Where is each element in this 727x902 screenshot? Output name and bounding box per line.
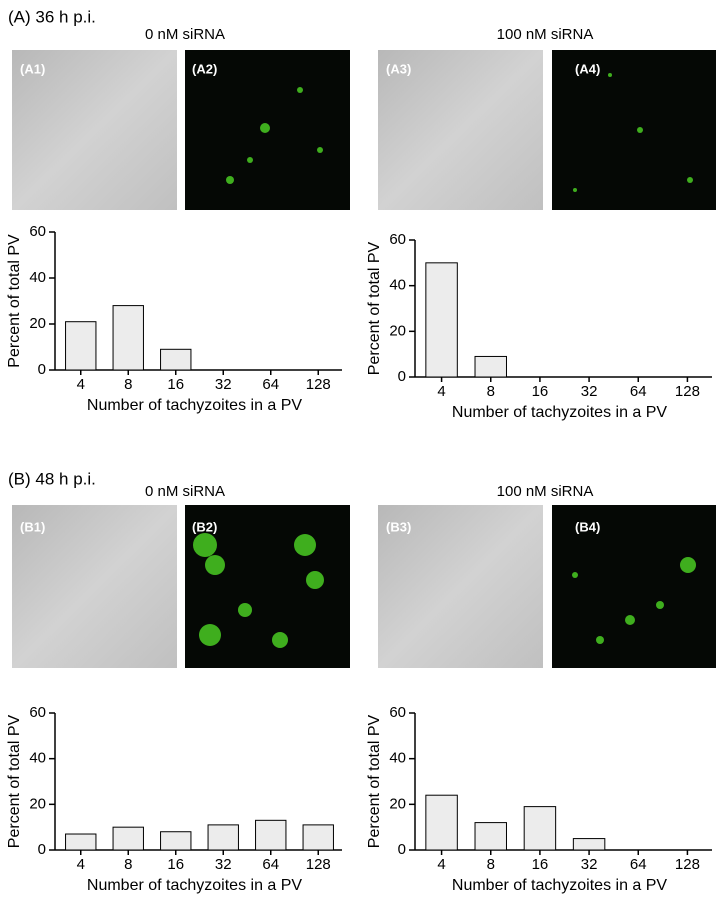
x-tick-label: 128	[306, 376, 331, 393]
x-tick-label: 32	[581, 383, 598, 400]
x-tick-label: 16	[532, 856, 549, 873]
image-label: (A4)	[575, 61, 600, 76]
y-tick-label: 20	[29, 315, 46, 332]
x-tick-label: 4	[77, 856, 85, 873]
chart-title: 0 nM siRNA	[145, 26, 225, 43]
y-tick-label: 0	[398, 841, 406, 858]
y-tick-label: 60	[389, 231, 406, 248]
image-label: (A1)	[20, 61, 45, 76]
bar	[425, 794, 458, 851]
panel-label: (A) 36 h p.i.	[8, 7, 96, 26]
brightfield-image	[12, 50, 177, 210]
fluorescence-image	[552, 505, 716, 668]
x-axis-label: Number of tachyzoites in a PV	[452, 404, 668, 421]
y-tick-label: 40	[389, 750, 406, 767]
fluorescence-image	[552, 50, 716, 210]
y-tick-label: 60	[29, 704, 46, 721]
x-tick-label: 64	[630, 856, 647, 873]
image-label: (B2)	[192, 519, 217, 534]
x-tick-label: 16	[532, 383, 549, 400]
image-label: (B1)	[20, 519, 45, 534]
y-tick-label: 40	[389, 277, 406, 294]
x-tick-label: 8	[124, 376, 132, 393]
y-tick-label: 20	[389, 795, 406, 812]
x-tick-label: 8	[487, 856, 495, 873]
x-tick-label: 16	[167, 376, 184, 393]
bar	[474, 355, 507, 378]
bar	[65, 321, 97, 371]
y-tick-label: 60	[389, 704, 406, 721]
y-axis-label: Percent of total PV	[6, 714, 23, 848]
x-tick-label: 4	[437, 856, 445, 873]
x-tick-label: 32	[215, 856, 232, 873]
bar	[160, 348, 192, 371]
chart-title: 100 nM siRNA	[497, 26, 594, 43]
bar	[523, 806, 557, 851]
x-tick-label: 64	[262, 376, 279, 393]
x-tick-label: 4	[77, 376, 85, 393]
x-axis-label: Number of tachyzoites in a PV	[87, 877, 303, 894]
y-tick-label: 20	[389, 322, 406, 339]
x-tick-label: 64	[630, 383, 647, 400]
y-tick-label: 40	[29, 269, 46, 286]
chart-title: 100 nM siRNA	[497, 483, 594, 500]
x-tick-label: 16	[167, 856, 184, 873]
image-label: (B4)	[575, 519, 600, 534]
y-axis-label: Percent of total PV	[6, 234, 23, 368]
bar	[302, 824, 334, 851]
brightfield-image	[378, 505, 543, 668]
image-label: (A3)	[386, 61, 411, 76]
y-tick-label: 60	[29, 223, 46, 240]
bar	[112, 826, 144, 851]
image-label: (B3)	[386, 519, 411, 534]
y-tick-label: 0	[38, 841, 46, 858]
bar	[112, 305, 144, 371]
bar	[474, 822, 507, 851]
x-tick-label: 128	[675, 383, 700, 400]
x-tick-label: 8	[487, 383, 495, 400]
y-tick-label: 0	[38, 361, 46, 378]
brightfield-image	[12, 505, 177, 668]
x-axis-label: Number of tachyzoites in a PV	[452, 877, 668, 894]
bar	[160, 831, 192, 851]
panel-label: (B) 48 h p.i.	[8, 469, 96, 488]
bar	[65, 833, 97, 851]
y-tick-label: 40	[29, 750, 46, 767]
x-tick-label: 32	[215, 376, 232, 393]
bar	[255, 819, 287, 851]
x-tick-label: 8	[124, 856, 132, 873]
x-tick-label: 64	[262, 856, 279, 873]
y-axis-label: Percent of total PV	[366, 241, 383, 375]
bar	[572, 838, 606, 851]
green-spots	[193, 73, 696, 648]
x-tick-label: 128	[675, 856, 700, 873]
x-tick-label: 32	[581, 856, 598, 873]
y-tick-label: 20	[29, 795, 46, 812]
x-axis-label: Number of tachyzoites in a PV	[87, 397, 303, 414]
chart-title: 0 nM siRNA	[145, 483, 225, 500]
y-axis-label: Percent of total PV	[366, 714, 383, 848]
bar	[207, 824, 239, 851]
brightfield-image	[378, 50, 543, 210]
y-tick-label: 0	[398, 368, 406, 385]
bar	[425, 262, 458, 378]
images	[12, 50, 716, 668]
x-tick-label: 128	[306, 856, 331, 873]
x-tick-label: 4	[437, 383, 445, 400]
image-label: (A2)	[192, 61, 217, 76]
